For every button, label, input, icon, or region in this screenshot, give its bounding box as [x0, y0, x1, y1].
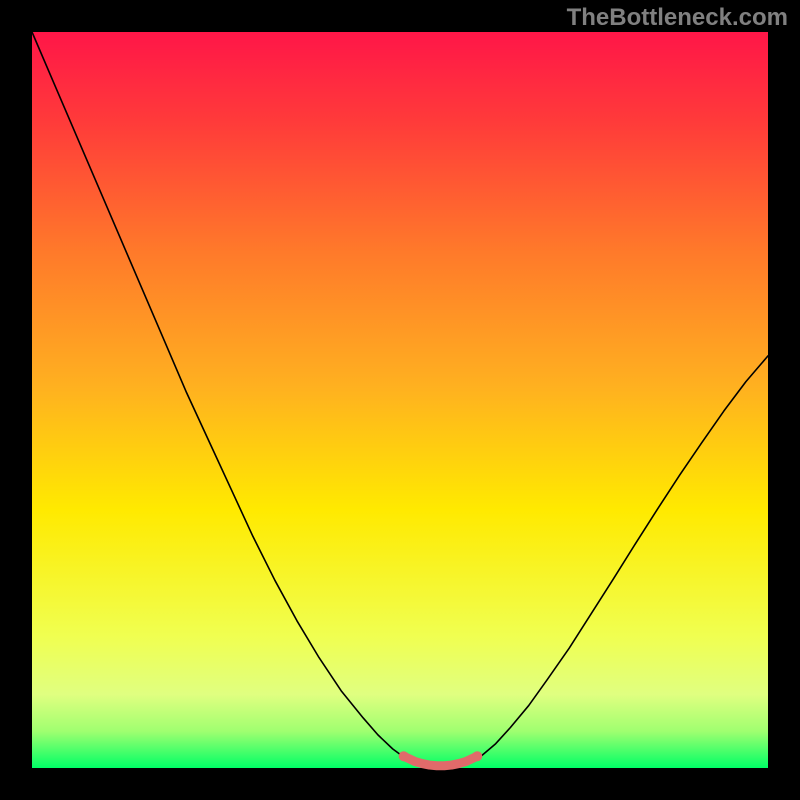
chart-container: TheBottleneck.com	[0, 0, 800, 800]
plot-area	[32, 32, 768, 768]
bottleneck-curve-chart	[0, 0, 800, 800]
optimal-range-end-dot	[472, 751, 482, 761]
watermark-text: TheBottleneck.com	[567, 4, 788, 32]
optimal-range-start-dot	[399, 751, 409, 761]
